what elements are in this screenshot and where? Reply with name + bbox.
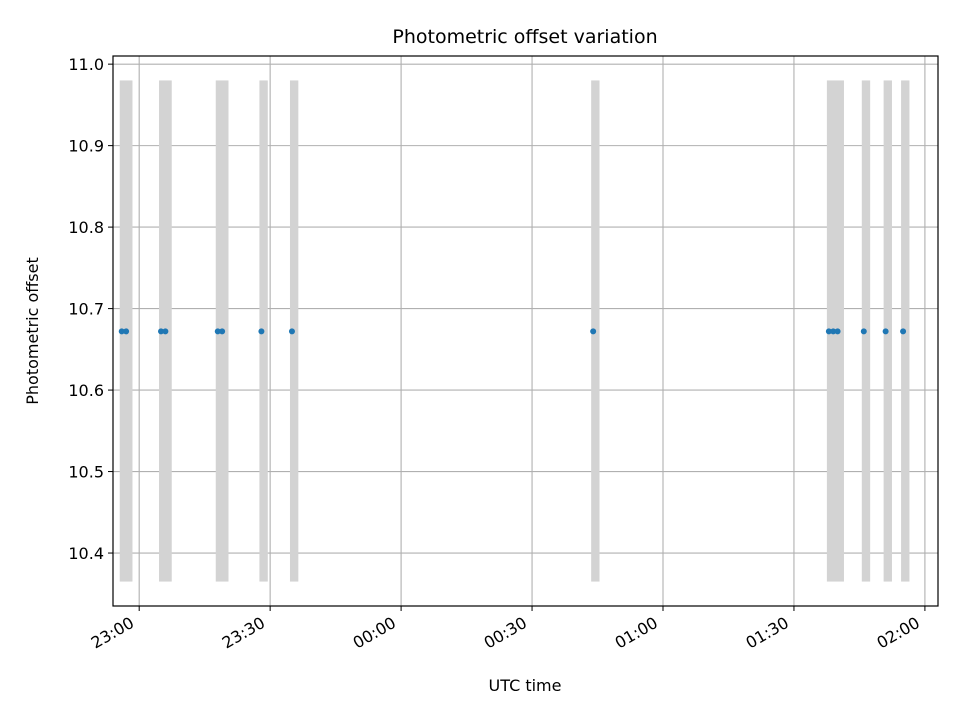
y-tick-label: 10.7	[68, 300, 104, 319]
data-point	[219, 328, 226, 335]
y-axis-label: Photometric offset	[23, 257, 42, 405]
data-point	[590, 328, 597, 335]
data-point	[158, 328, 165, 335]
data-point	[834, 328, 841, 335]
data-point	[123, 328, 130, 335]
y-tick-label: 10.5	[68, 463, 104, 482]
y-axis-ticks: 10.4 10.5 10.6 10.7 10.8 10.9 11.0	[68, 55, 113, 563]
y-tick-label: 10.8	[68, 218, 104, 237]
data-points	[118, 328, 907, 335]
data-point	[825, 328, 832, 335]
plot-frame	[112, 55, 939, 607]
data-point	[118, 328, 125, 335]
grid	[113, 56, 938, 606]
data-point	[214, 328, 221, 335]
y-tick-label: 11.0	[68, 55, 104, 74]
data-point	[258, 328, 265, 335]
data-point	[830, 328, 837, 335]
y-tick-label: 10.9	[68, 137, 104, 156]
data-point	[900, 328, 907, 335]
x-axis-label: UTC time	[489, 676, 562, 695]
y-tick-label: 10.6	[68, 381, 104, 400]
data-point	[860, 328, 867, 335]
data-point	[882, 328, 889, 335]
chart-title: Photometric offset variation	[392, 26, 657, 48]
data-point	[162, 328, 169, 335]
data-point	[288, 328, 295, 335]
y-tick-label: 10.4	[68, 544, 104, 563]
